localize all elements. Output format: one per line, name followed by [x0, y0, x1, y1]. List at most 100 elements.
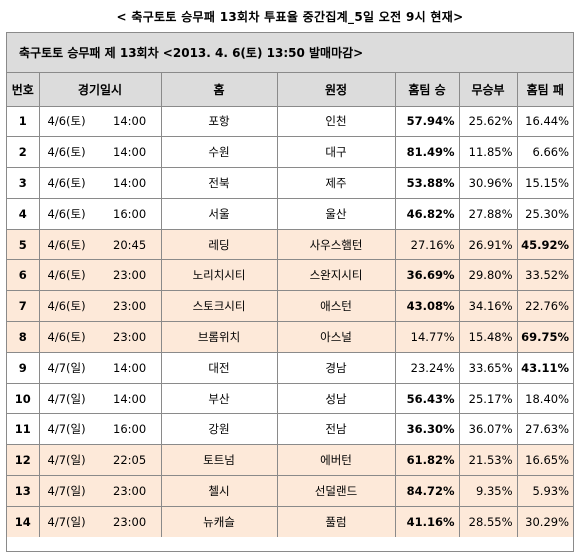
draw-rate: 25.17%: [458, 382, 518, 415]
home-team: 뉴캐슬: [160, 505, 278, 538]
away-team: 울산: [276, 197, 396, 230]
home-team: 강원: [160, 413, 278, 446]
draw-rate: 27.88%: [458, 197, 518, 230]
table-row: 11 4/7(일) 16:00 강원 전남 36.30% 36.07% 27.63%: [7, 413, 574, 446]
match-time: 20:45: [105, 228, 162, 261]
match-time: 23:00: [105, 290, 162, 323]
match-number: 8: [7, 321, 40, 353]
away-team: 풀럼: [276, 505, 396, 538]
round-banner: 축구토토 승무패 제 13회차 <2013. 4. 6(토) 13:50 발매마…: [7, 33, 573, 73]
home-loss-rate: 5.93%: [516, 475, 574, 507]
table-row: 5 4/6(토) 20:45 레딩 사우스햄턴 27.16% 26.91% 45.92%: [7, 228, 574, 261]
draw-rate: 11.85%: [458, 136, 518, 169]
home-win-rate: 43.08%: [394, 290, 460, 323]
match-time: 16:00: [105, 413, 162, 446]
col-header-datetime: 경기일시: [38, 73, 162, 107]
match-date: 4/6(토): [38, 259, 105, 292]
match-date: 4/6(토): [38, 228, 105, 261]
col-header-away: 원정: [276, 73, 396, 107]
home-team: 수원: [160, 136, 278, 169]
match-time: 22:05: [105, 444, 162, 477]
vote-rate-table: 번호 경기일시 홈 원정 홈팀 승 무승부 홈팀 패 1 4/6(토) 14:00 포…: [7, 73, 574, 538]
match-time: 14:00: [105, 167, 162, 199]
home-team: 전북: [160, 167, 278, 199]
away-team: 인천: [276, 105, 396, 138]
home-win-rate: 81.49%: [394, 136, 460, 169]
match-number: 7: [7, 290, 40, 323]
match-number: 6: [7, 259, 40, 292]
match-time: 23:00: [105, 259, 162, 292]
draw-rate: 36.07%: [458, 413, 518, 446]
home-team: 서울: [160, 197, 278, 230]
match-date: 4/7(일): [38, 475, 105, 507]
home-win-rate: 36.30%: [394, 413, 460, 446]
home-loss-rate: 16.65%: [516, 444, 574, 477]
home-team: 스토크시티: [160, 290, 278, 323]
home-loss-rate: 15.15%: [516, 167, 574, 199]
match-number: 5: [7, 228, 40, 261]
match-date: 4/6(토): [38, 321, 105, 353]
table-row: 3 4/6(토) 14:00 전북 제주 53.88% 30.96% 15.15%: [7, 167, 574, 199]
match-date: 4/7(일): [38, 351, 105, 384]
table-row: 2 4/6(토) 14:00 수원 대구 81.49% 11.85% 6.66%: [7, 136, 574, 169]
home-team: 노리치시티: [160, 259, 278, 292]
vote-rate-sheet: 축구토토 승무패 제 13회차 <2013. 4. 6(토) 13:50 발매마…: [6, 32, 574, 552]
home-loss-rate: 6.66%: [516, 136, 574, 169]
home-win-rate: 56.43%: [394, 382, 460, 415]
match-time: 14:00: [105, 351, 162, 384]
home-loss-rate: 27.63%: [516, 413, 574, 446]
home-win-rate: 14.77%: [394, 321, 460, 353]
away-team: 스완지시티: [276, 259, 396, 292]
home-win-rate: 27.16%: [394, 228, 460, 261]
away-team: 제주: [276, 167, 396, 199]
home-loss-rate: 25.30%: [516, 197, 574, 230]
draw-rate: 33.65%: [458, 351, 518, 384]
table-row: 13 4/7(일) 23:00 첼시 선덜랜드 84.72% 9.35% 5.93%: [7, 475, 574, 507]
draw-rate: 29.80%: [458, 259, 518, 292]
home-loss-rate: 45.92%: [516, 228, 574, 261]
home-loss-rate: 69.75%: [516, 321, 574, 353]
away-team: 대구: [276, 136, 396, 169]
table-row: 1 4/6(토) 14:00 포항 인천 57.94% 25.62% 16.44%: [7, 105, 574, 138]
col-header-draw: 무승부: [458, 73, 518, 107]
home-team: 토트넘: [160, 444, 278, 477]
away-team: 경남: [276, 351, 396, 384]
away-team: 사우스햄턴: [276, 228, 396, 261]
home-team: 부산: [160, 382, 278, 415]
home-loss-rate: 33.52%: [516, 259, 574, 292]
away-team: 아스널: [276, 321, 396, 353]
draw-rate: 30.96%: [458, 167, 518, 199]
match-date: 4/7(일): [38, 444, 105, 477]
away-team: 선덜랜드: [276, 475, 396, 507]
draw-rate: 15.48%: [458, 321, 518, 353]
home-team: 브롬위치: [160, 321, 278, 353]
match-time: 16:00: [105, 197, 162, 230]
home-loss-rate: 43.11%: [516, 351, 574, 384]
match-date: 4/6(토): [38, 290, 105, 323]
match-time: 23:00: [105, 321, 162, 353]
table-row: 8 4/6(토) 23:00 브롬위치 아스널 14.77% 15.48% 69.75%: [7, 321, 574, 353]
match-number: 13: [7, 475, 40, 507]
match-number: 4: [7, 197, 40, 230]
match-time: 23:00: [105, 505, 162, 538]
match-time: 23:00: [105, 475, 162, 507]
page-title: < 축구토토 승무패 13회차 투표율 중간집계_5일 오전 9시 현재>: [116, 10, 464, 24]
draw-rate: 25.62%: [458, 105, 518, 138]
match-number: 11: [7, 413, 40, 446]
match-date: 4/7(일): [38, 382, 105, 415]
home-loss-rate: 18.40%: [516, 382, 574, 415]
table-row: 7 4/6(토) 23:00 스토크시티 애스턴 43.08% 34.16% 22.76%: [7, 290, 574, 323]
match-time: 14:00: [105, 136, 162, 169]
match-number: 12: [7, 444, 40, 477]
home-team: 첼시: [160, 475, 278, 507]
home-team: 레딩: [160, 228, 278, 261]
home-win-rate: 53.88%: [394, 167, 460, 199]
table-row: 12 4/7(일) 22:05 토트넘 에버턴 61.82% 21.53% 16.65%: [7, 444, 574, 477]
home-win-rate: 41.16%: [394, 505, 460, 538]
table-header-row: 번호 경기일시 홈 원정 홈팀 승 무승부 홈팀 패: [7, 73, 574, 107]
draw-rate: 28.55%: [458, 505, 518, 538]
table-row: 14 4/7(일) 23:00 뉴캐슬 풀럼 41.16% 28.55% 30.29%: [7, 505, 574, 538]
match-date: 4/6(토): [38, 136, 105, 169]
table-row: 10 4/7(일) 14:00 부산 성남 56.43% 25.17% 18.40%: [7, 382, 574, 415]
match-date: 4/6(토): [38, 197, 105, 230]
